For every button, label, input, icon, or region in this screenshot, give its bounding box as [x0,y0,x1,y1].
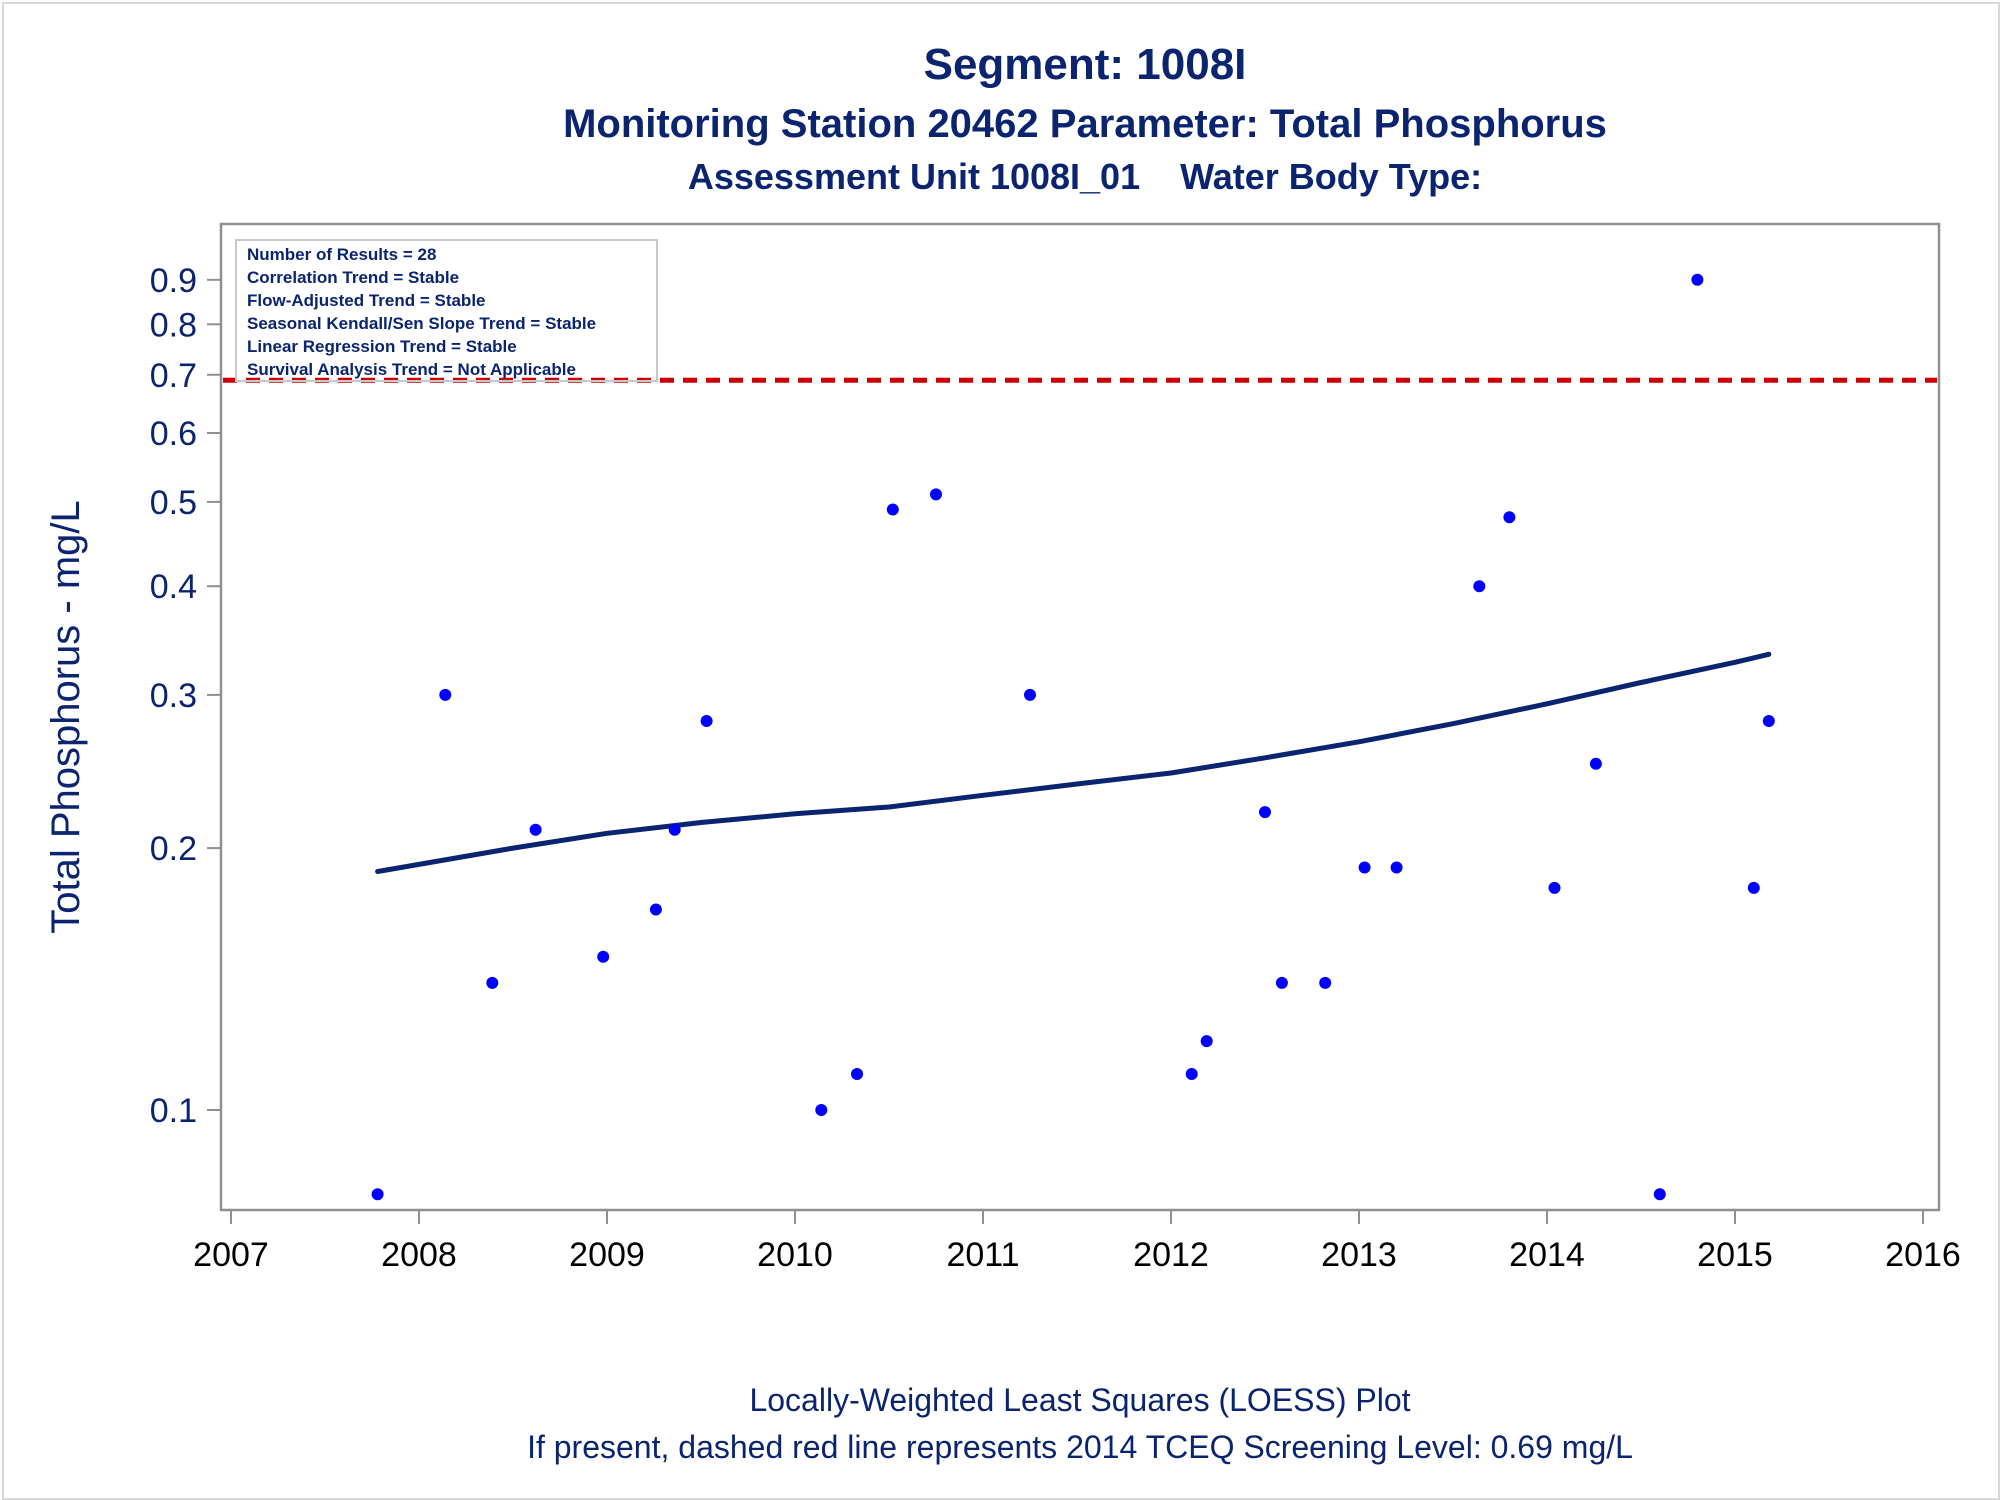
x-axis: 2007 2008 2009 2010 2011 2012 2013 2014 2015 2016 [193,1210,1961,1274]
x-tick-label: 2008 [381,1236,457,1274]
x-tick-label: 2013 [1321,1236,1397,1274]
data-point [1259,806,1271,819]
data-point [597,950,610,963]
data-point [1275,976,1288,989]
y-tick-label: 0.4 [150,568,197,606]
y-tick-label: 0.8 [150,306,197,344]
data-point [1589,757,1602,770]
data-point [930,488,942,501]
stats-line-linear-regression: Linear Regression Trend = Stable [247,337,517,356]
stats-line-flow-adjusted: Flow-Adjusted Trend = Stable [247,291,486,310]
data-point [1390,861,1403,874]
y-tick-label: 0.6 [150,415,197,453]
data-point [371,1188,384,1201]
stats-line-seasonal-kendall: Seasonal Kendall/Sen Slope Trend = Stabl… [247,314,596,333]
stats-line-correlation: Correlation Trend = Stable [247,268,459,287]
data-point [1024,688,1036,701]
data-point [1200,1035,1213,1048]
loess-layer [375,651,1772,874]
data-point [649,903,662,916]
y-tick-label: 0.3 [150,677,197,715]
x-tick-label: 2010 [757,1236,833,1274]
data-point [1747,881,1760,894]
data-point [1653,1188,1666,1201]
chart-subtitle: Monitoring Station 20462 Parameter: Tota… [563,102,1607,146]
data-point [1358,861,1371,874]
chart-subtitle-2: Assessment Unit 1008I_01 Water Body Type… [688,156,1482,197]
plot-area [219,222,1941,1212]
x-tick-label: 2012 [1133,1236,1209,1274]
data-point [1319,976,1332,989]
x-tick-label: 2014 [1509,1236,1585,1274]
data-point [1473,580,1486,593]
y-axis: 0.1 0.2 0.3 0.4 0.5 0.6 0.7 0.8 0.9 [150,262,221,1130]
y-tick-label: 0.5 [150,484,197,522]
y-tick-label: 0.1 [150,1092,197,1130]
x-tick-label: 2007 [193,1236,269,1274]
stats-box: Number of Results = 28 Correlation Trend… [235,239,658,382]
data-point [1503,511,1516,524]
data-point [886,503,899,516]
data-points-layer [371,273,1775,1201]
x-tick-label: 2015 [1697,1236,1773,1274]
data-point [700,715,713,727]
footer-line-2: If present, dashed red line represents 2… [527,1429,1633,1465]
data-point [529,823,542,836]
data-point [851,1068,863,1080]
data-point [439,688,452,701]
stats-box-frame [235,239,658,382]
data-point [815,1104,828,1116]
data-point [486,976,499,989]
x-tick-label: 2009 [569,1236,645,1274]
footer-line-1: Locally-Weighted Least Squares (LOESS) P… [749,1382,1410,1418]
data-point [668,823,681,836]
y-tick-label: 0.2 [150,830,197,868]
y-tick-label: 0.9 [150,262,197,300]
x-tick-label: 2011 [946,1236,1019,1274]
data-point [1762,715,1775,727]
data-point [1548,881,1561,894]
data-point [1185,1068,1198,1080]
loess-curve [375,651,1772,874]
data-point [1691,273,1704,286]
y-axis-label: Total Phosphorus - mg/L [44,500,88,934]
stats-line-results: Number of Results = 28 [247,245,436,264]
y-tick-label: 0.7 [150,357,197,395]
chart-title: Segment: 1008I [924,40,1247,89]
stats-line-survival: Survival Analysis Trend = Not Applicable [247,360,576,379]
x-tick-label: 2016 [1885,1236,1961,1274]
